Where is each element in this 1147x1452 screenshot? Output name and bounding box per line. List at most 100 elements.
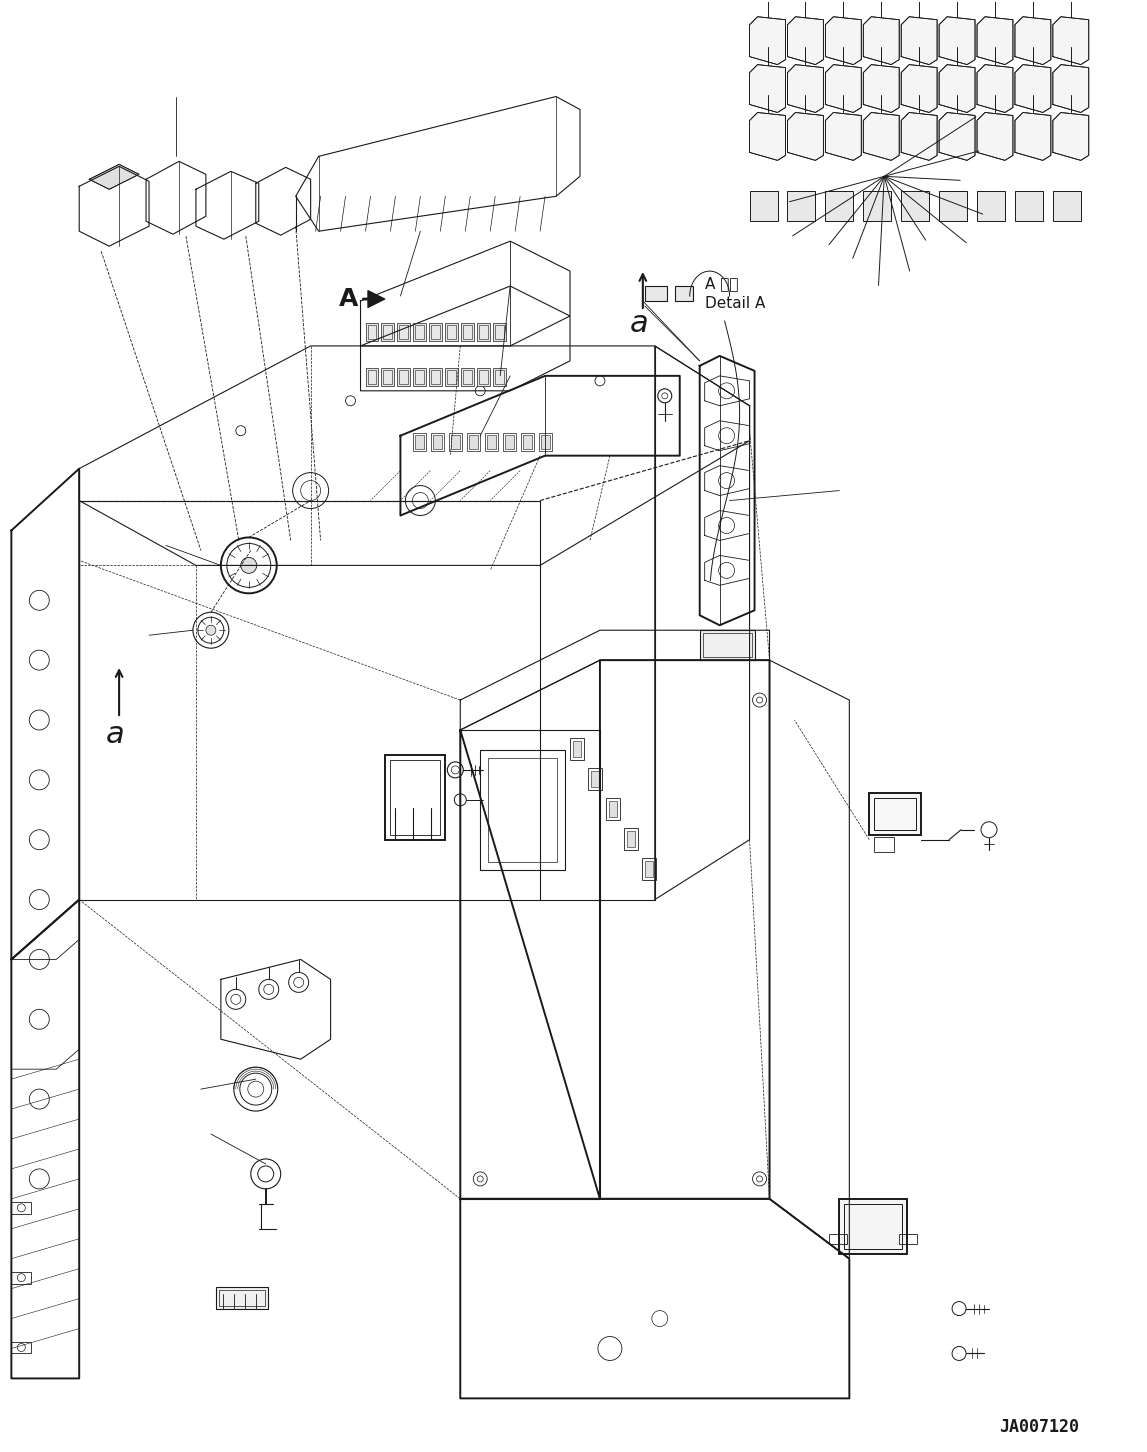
- Bar: [447, 325, 457, 338]
- Bar: [574, 741, 582, 756]
- Polygon shape: [864, 64, 899, 112]
- Bar: [431, 370, 440, 383]
- Bar: [606, 797, 619, 820]
- Bar: [591, 771, 599, 787]
- Circle shape: [206, 626, 216, 635]
- Polygon shape: [1053, 112, 1089, 160]
- Bar: [788, 192, 816, 221]
- Bar: [382, 322, 395, 341]
- Bar: [481, 749, 565, 870]
- Bar: [415, 434, 424, 449]
- Bar: [463, 370, 473, 383]
- Bar: [366, 322, 379, 341]
- Text: a: a: [107, 720, 125, 749]
- Bar: [219, 1289, 265, 1305]
- Bar: [397, 322, 411, 341]
- Text: JA007120: JA007120: [999, 1419, 1079, 1436]
- Bar: [700, 630, 755, 661]
- Polygon shape: [939, 112, 975, 160]
- Bar: [479, 370, 489, 383]
- Text: Detail A: Detail A: [704, 296, 765, 311]
- Bar: [829, 1234, 848, 1244]
- Bar: [869, 793, 921, 835]
- Bar: [645, 861, 653, 877]
- Polygon shape: [902, 64, 937, 112]
- Polygon shape: [1053, 17, 1089, 64]
- Polygon shape: [788, 17, 824, 64]
- Bar: [461, 322, 474, 341]
- Bar: [447, 370, 457, 383]
- Polygon shape: [864, 17, 899, 64]
- Bar: [445, 367, 459, 386]
- Bar: [367, 325, 376, 338]
- Circle shape: [241, 558, 257, 574]
- Bar: [505, 434, 514, 449]
- Bar: [11, 1272, 31, 1284]
- Bar: [431, 433, 444, 450]
- Polygon shape: [902, 17, 937, 64]
- Bar: [674, 286, 693, 301]
- Bar: [485, 433, 498, 450]
- Bar: [1053, 192, 1080, 221]
- Bar: [385, 755, 445, 839]
- Bar: [840, 1199, 907, 1253]
- Bar: [415, 325, 424, 338]
- Bar: [463, 325, 473, 338]
- Bar: [461, 367, 474, 386]
- Polygon shape: [1015, 64, 1051, 112]
- Bar: [521, 433, 535, 450]
- Polygon shape: [750, 112, 786, 160]
- Polygon shape: [1053, 64, 1089, 112]
- FancyArrowPatch shape: [365, 290, 384, 308]
- Bar: [899, 1234, 918, 1244]
- Bar: [750, 192, 778, 221]
- Bar: [11, 1342, 31, 1353]
- Polygon shape: [788, 64, 824, 112]
- Bar: [504, 433, 516, 450]
- Polygon shape: [864, 112, 899, 160]
- Bar: [493, 367, 506, 386]
- Bar: [413, 367, 427, 386]
- Bar: [383, 325, 392, 338]
- Bar: [627, 831, 634, 847]
- Bar: [874, 797, 916, 829]
- Bar: [523, 434, 532, 449]
- Polygon shape: [977, 17, 1013, 64]
- Bar: [429, 367, 443, 386]
- Bar: [382, 367, 395, 386]
- Bar: [624, 828, 638, 849]
- Bar: [477, 367, 490, 386]
- Polygon shape: [788, 112, 824, 160]
- Bar: [493, 322, 506, 341]
- Bar: [864, 192, 891, 221]
- Bar: [415, 370, 424, 383]
- Bar: [645, 286, 666, 301]
- Bar: [367, 370, 376, 383]
- Bar: [874, 836, 895, 852]
- Text: A 詳細: A 詳細: [704, 276, 739, 290]
- Bar: [450, 433, 462, 450]
- Polygon shape: [750, 17, 786, 64]
- Bar: [390, 759, 440, 835]
- Bar: [541, 434, 551, 449]
- Bar: [703, 633, 751, 658]
- Polygon shape: [902, 112, 937, 160]
- Bar: [383, 370, 392, 383]
- Bar: [467, 433, 481, 450]
- Bar: [477, 322, 490, 341]
- Bar: [399, 325, 408, 338]
- Bar: [469, 434, 478, 449]
- Bar: [445, 322, 459, 341]
- Bar: [844, 1204, 903, 1249]
- Bar: [609, 802, 617, 817]
- Bar: [399, 370, 408, 383]
- Bar: [1015, 192, 1043, 221]
- Text: a: a: [630, 309, 648, 338]
- Bar: [431, 325, 440, 338]
- Bar: [826, 192, 853, 221]
- Bar: [939, 192, 967, 221]
- Polygon shape: [939, 17, 975, 64]
- Polygon shape: [89, 164, 139, 189]
- Bar: [366, 367, 379, 386]
- Bar: [496, 370, 505, 383]
